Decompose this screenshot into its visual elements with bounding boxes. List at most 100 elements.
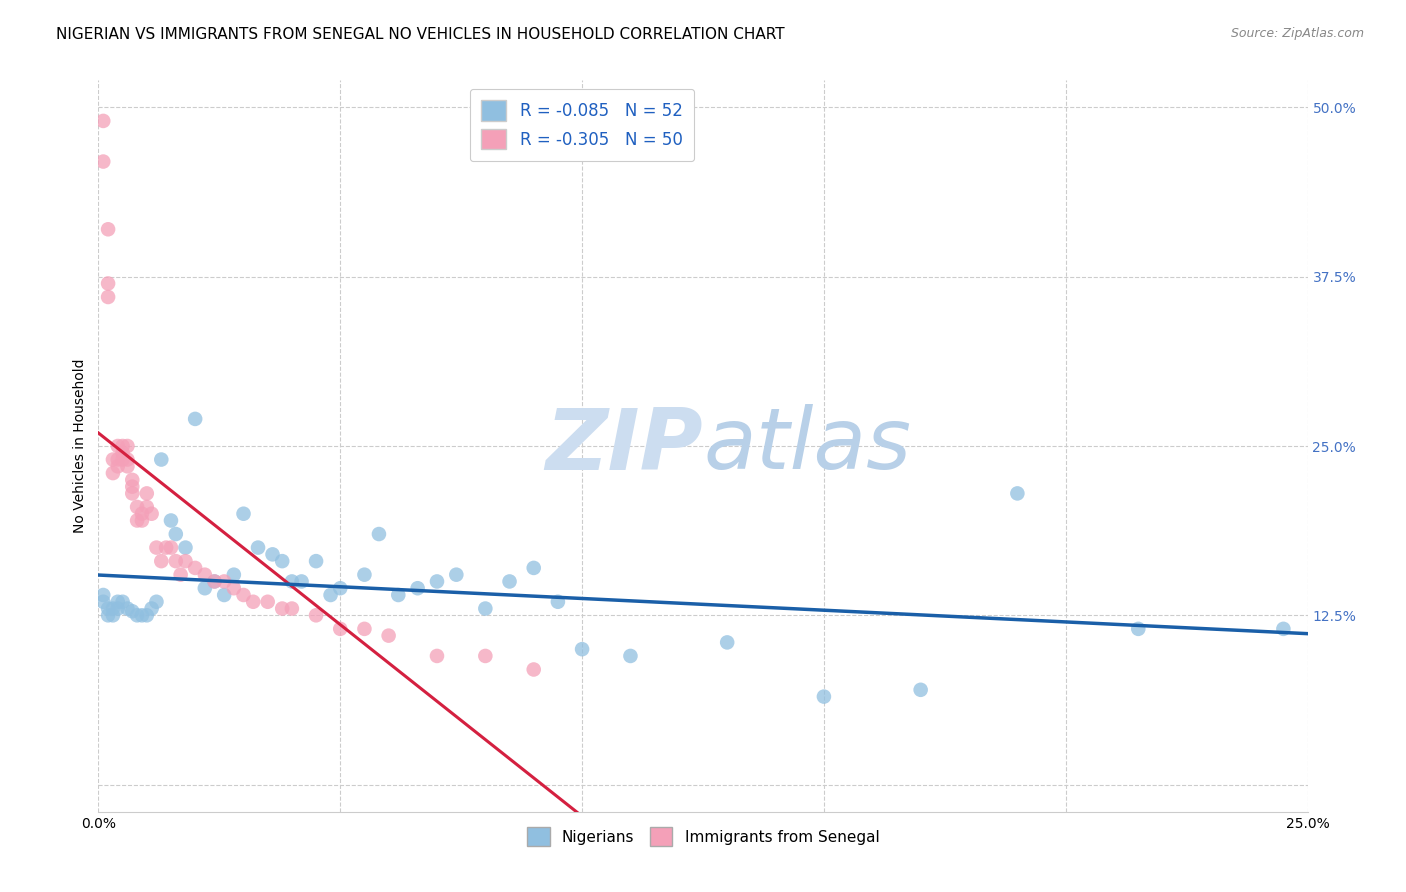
Point [222, 581, 245, 595]
Point [131, 514, 153, 528]
Point [619, 648, 641, 663]
Point [329, 581, 352, 595]
Point [329, 622, 352, 636]
Point [127, 608, 149, 623]
Point [101, 601, 124, 615]
Point [406, 581, 429, 595]
Point [281, 601, 304, 615]
Point [135, 608, 157, 623]
Point [135, 486, 157, 500]
Point [184, 412, 207, 426]
Point [121, 486, 143, 500]
Point [523, 561, 546, 575]
Point [169, 567, 191, 582]
Point [97, 601, 120, 615]
Point [232, 507, 254, 521]
Point [426, 574, 449, 589]
Point [91, 595, 114, 609]
Point [111, 452, 134, 467]
Point [1007, 486, 1029, 500]
Point [127, 514, 149, 528]
Point [290, 574, 312, 589]
Point [319, 588, 342, 602]
Point [262, 547, 284, 561]
Point [165, 527, 187, 541]
Point [107, 459, 129, 474]
Point [150, 452, 173, 467]
Point [813, 690, 835, 704]
Point [256, 595, 278, 609]
Point [101, 452, 124, 467]
Point [117, 459, 139, 474]
Point [111, 595, 134, 609]
Point [204, 574, 226, 589]
Point [165, 554, 187, 568]
Point [160, 541, 183, 555]
Point [305, 608, 328, 623]
Point [498, 574, 520, 589]
Point [174, 541, 197, 555]
Point [547, 595, 569, 609]
Point [111, 446, 134, 460]
Point [91, 114, 114, 128]
Y-axis label: No Vehicles in Household: No Vehicles in Household [73, 359, 87, 533]
Point [150, 554, 173, 568]
Text: NIGERIAN VS IMMIGRANTS FROM SENEGAL NO VEHICLES IN HOUSEHOLD CORRELATION CHART: NIGERIAN VS IMMIGRANTS FROM SENEGAL NO V… [56, 27, 785, 42]
Text: atlas: atlas [703, 404, 911, 488]
Text: Source: ZipAtlas.com: Source: ZipAtlas.com [1230, 27, 1364, 40]
Point [101, 608, 124, 623]
Point [305, 554, 328, 568]
Point [1128, 622, 1150, 636]
Point [101, 466, 124, 480]
Point [145, 595, 167, 609]
Point [426, 648, 449, 663]
Point [204, 574, 226, 589]
Point [212, 588, 235, 602]
Point [474, 601, 496, 615]
Point [212, 574, 235, 589]
Point [145, 541, 167, 555]
Point [131, 507, 153, 521]
Point [232, 588, 254, 602]
Point [117, 439, 139, 453]
Point [121, 604, 143, 618]
Point [135, 500, 157, 514]
Point [97, 277, 120, 291]
Point [121, 480, 143, 494]
Point [131, 608, 153, 623]
Point [474, 648, 496, 663]
Point [194, 567, 217, 582]
Point [910, 682, 932, 697]
Point [121, 473, 143, 487]
Point [91, 154, 114, 169]
Point [194, 581, 217, 595]
Point [523, 663, 546, 677]
Point [377, 629, 399, 643]
Point [271, 601, 294, 615]
Point [107, 452, 129, 467]
Point [91, 588, 114, 602]
Point [97, 608, 120, 623]
Point [222, 567, 245, 582]
Point [141, 601, 163, 615]
Text: ZIP: ZIP [546, 404, 703, 488]
Point [111, 439, 134, 453]
Point [141, 507, 163, 521]
Legend: Nigerians, Immigrants from Senegal: Nigerians, Immigrants from Senegal [517, 818, 889, 855]
Point [242, 595, 264, 609]
Point [155, 541, 177, 555]
Point [571, 642, 593, 657]
Point [716, 635, 738, 649]
Point [353, 622, 375, 636]
Point [368, 527, 391, 541]
Point [97, 222, 120, 236]
Point [117, 601, 139, 615]
Point [184, 561, 207, 575]
Point [160, 514, 183, 528]
Point [107, 595, 129, 609]
Point [271, 554, 294, 568]
Point [97, 290, 120, 304]
Point [281, 574, 304, 589]
Point [107, 601, 129, 615]
Point [446, 567, 468, 582]
